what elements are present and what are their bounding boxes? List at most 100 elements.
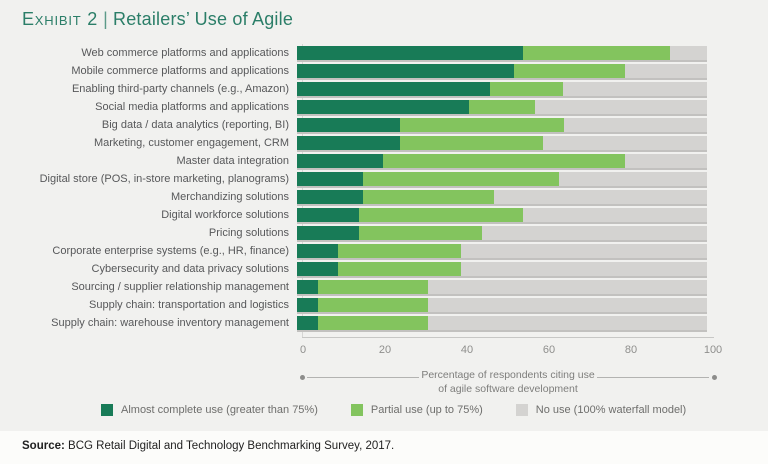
bar-segment-almost-complete-use (297, 172, 363, 186)
bar-segment-no-use (461, 244, 707, 258)
category-label: Cybersecurity and data privacy solutions (91, 263, 289, 275)
bar-row: Cybersecurity and data privacy solutions (0, 262, 768, 276)
exhibit-number: Exhibit 2 (22, 9, 99, 29)
x-axis-label-line2: of agile software development (438, 383, 578, 396)
bar-segment-partial-use (383, 154, 625, 168)
bar-segment-partial-use (362, 190, 494, 204)
legend-swatch (350, 404, 363, 416)
x-tick-label: 100 (703, 344, 723, 356)
category-label: Marketing, customer engagement, CRM (93, 137, 289, 149)
chart-legend: Almost complete use (greater than 75%) Pa… (101, 404, 686, 416)
bar-track (297, 118, 707, 132)
bar-segment-almost-complete-use (297, 154, 384, 168)
title-separator: | (103, 9, 109, 29)
bar-segment-almost-complete-use (297, 136, 400, 150)
bar-segment-partial-use (362, 172, 560, 186)
bar-track (297, 298, 707, 312)
x-tick-label: 80 (624, 344, 638, 356)
bar-row: Mobile commerce platforms and applicatio… (0, 64, 768, 78)
bar-row: Digital store (POS, in-store marketing, … (0, 172, 768, 186)
x-axis-label: Percentage of respondents citing use of … (300, 368, 717, 398)
category-label: Digital workforce solutions (161, 209, 289, 221)
bar-segment-partial-use (317, 280, 429, 294)
bar-row: Web commerce platforms and applications (0, 46, 768, 60)
title-text: Retailers’ Use of Agile (113, 9, 294, 29)
bar-segment-partial-use (317, 316, 429, 330)
bar-row: Enabling third-party channels (e.g., Ama… (0, 82, 768, 96)
bar-segment-almost-complete-use (297, 208, 359, 222)
bar-segment-no-use (428, 316, 707, 330)
bar-segment-partial-use (399, 136, 543, 150)
bar-segment-no-use (624, 154, 707, 168)
bar-segment-partial-use (338, 262, 461, 276)
bar-track (297, 100, 707, 114)
bar-track (297, 226, 707, 240)
bar-row: Merchandizing solutions (0, 190, 768, 204)
bar-chart: Web commerce platforms and applications M… (0, 46, 768, 334)
bar-track (297, 190, 707, 204)
category-label: Supply chain: warehouse inventory manage… (51, 317, 289, 329)
bar-segment-no-use (670, 46, 707, 60)
category-label: Web commerce platforms and applications (81, 47, 289, 59)
category-label: Pricing solutions (208, 227, 289, 239)
bar-track (297, 136, 707, 150)
source-strip: Source: BCG Retail Digital and Technolog… (0, 431, 768, 464)
legend-label: No use (100% waterfall model) (535, 404, 687, 416)
x-axis-label-line1: Percentage of respondents citing use (421, 369, 595, 381)
legend-swatch (515, 404, 528, 416)
category-label: Enabling third-party channels (e.g., Ama… (71, 83, 289, 95)
bar-row: Sourcing / supplier relationship managem… (0, 280, 768, 294)
bar-segment-no-use (493, 190, 707, 204)
bar-row: Digital workforce solutions (0, 208, 768, 222)
bar-track (297, 46, 707, 60)
category-label: Merchandizing solutions (170, 191, 289, 203)
bar-row: Social media platforms and applications (0, 100, 768, 114)
category-label: Big data / data analytics (reporting, BI… (101, 119, 289, 131)
bar-segment-no-use (522, 208, 707, 222)
ruler-dot-left (300, 375, 305, 380)
bar-track (297, 154, 707, 168)
bar-segment-no-use (461, 262, 707, 276)
bar-segment-almost-complete-use (297, 226, 359, 240)
bar-row: Marketing, customer engagement, CRM (0, 136, 768, 150)
bar-segment-almost-complete-use (297, 190, 363, 204)
legend-label: Almost complete use (greater than 75%) (121, 404, 318, 416)
x-tick-label: 40 (460, 344, 474, 356)
bar-segment-partial-use (469, 100, 535, 114)
ruler-line-right (597, 377, 709, 378)
bar-segment-almost-complete-use (297, 82, 490, 96)
x-tick-label: 60 (542, 344, 556, 356)
ruler-line-left (307, 377, 419, 378)
bar-segment-almost-complete-use (297, 280, 318, 294)
bar-segment-almost-complete-use (297, 262, 338, 276)
category-label: Social media platforms and applications (95, 101, 289, 113)
bar-segment-almost-complete-use (297, 46, 523, 60)
bar-segment-no-use (534, 100, 707, 114)
legend-item: Almost complete use (greater than 75%) (101, 404, 318, 416)
bar-segment-no-use (563, 118, 707, 132)
bar-segment-almost-complete-use (297, 100, 470, 114)
x-axis-line (302, 337, 714, 338)
x-tick-label: 0 (299, 344, 307, 356)
bar-segment-almost-complete-use (297, 298, 318, 312)
bar-track (297, 316, 707, 330)
bar-segment-almost-complete-use (297, 244, 338, 258)
source-note: Source: BCG Retail Digital and Technolog… (22, 440, 394, 452)
bar-segment-no-use (481, 226, 707, 240)
bar-row: Supply chain: warehouse inventory manage… (0, 316, 768, 330)
bar-segment-partial-use (489, 82, 564, 96)
bar-segment-almost-complete-use (297, 316, 318, 330)
bar-segment-no-use (559, 172, 707, 186)
x-axis-ticks: 0 20 40 60 80 100 (299, 344, 722, 358)
category-label: Master data integration (176, 155, 289, 167)
bar-segment-partial-use (317, 298, 429, 312)
category-label: Mobile commerce platforms and applicatio… (71, 65, 289, 77)
category-label: Corporate enterprise systems (e.g., HR, … (52, 245, 289, 257)
bar-row: Supply chain: transportation and logisti… (0, 298, 768, 312)
bar-segment-no-use (624, 64, 707, 78)
bar-segment-partial-use (358, 208, 523, 222)
x-axis-label-text: Percentage of respondents citing use of … (408, 368, 608, 396)
source-prefix: Source: (22, 440, 65, 452)
bar-segment-partial-use (358, 226, 482, 240)
